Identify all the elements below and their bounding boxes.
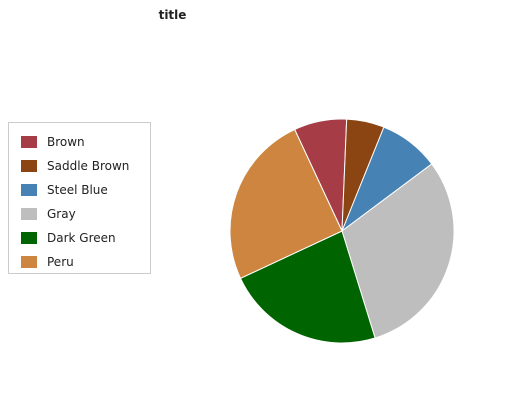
legend-swatch bbox=[21, 208, 37, 220]
legend-item-brown: Brown bbox=[21, 135, 85, 149]
legend-item-dark-green: Dark Green bbox=[21, 231, 116, 245]
legend-item-steel-blue: Steel Blue bbox=[21, 183, 108, 197]
legend-swatch bbox=[21, 160, 37, 172]
legend-swatch bbox=[21, 136, 37, 148]
legend-swatch bbox=[21, 256, 37, 268]
legend-swatch bbox=[21, 232, 37, 244]
legend-label: Saddle Brown bbox=[47, 159, 129, 173]
legend-item-gray: Gray bbox=[21, 207, 76, 221]
legend: Brown Saddle Brown Steel Blue Gray Dark Gree… bbox=[8, 122, 151, 274]
legend-label: Gray bbox=[47, 207, 76, 221]
legend-label: Peru bbox=[47, 255, 74, 269]
legend-label: Steel Blue bbox=[47, 183, 108, 197]
legend-item-peru: Peru bbox=[21, 255, 74, 269]
legend-swatch bbox=[21, 184, 37, 196]
legend-label: Brown bbox=[47, 135, 85, 149]
legend-item-saddle-brown: Saddle Brown bbox=[21, 159, 129, 173]
legend-label: Dark Green bbox=[47, 231, 116, 245]
